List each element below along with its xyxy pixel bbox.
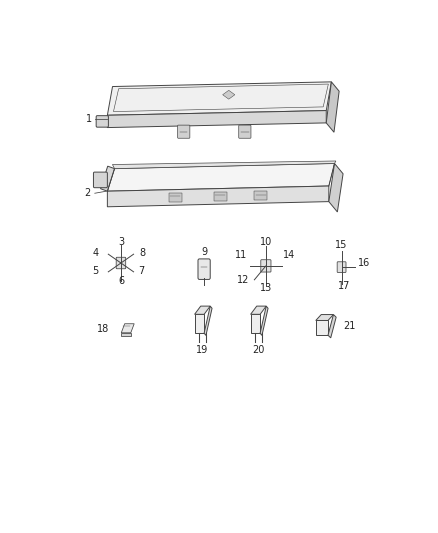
Polygon shape [107, 186, 329, 207]
Polygon shape [194, 306, 210, 314]
FancyBboxPatch shape [116, 257, 126, 269]
Text: 19: 19 [196, 345, 208, 354]
Bar [169, 193, 181, 202]
Text: 5: 5 [92, 266, 99, 276]
Text: 17: 17 [338, 281, 350, 292]
Bar [214, 192, 227, 201]
Text: 1: 1 [86, 114, 92, 124]
Polygon shape [113, 161, 336, 168]
Text: 9: 9 [201, 247, 207, 256]
Text: 18: 18 [97, 324, 110, 334]
Text: 14: 14 [283, 250, 295, 260]
Polygon shape [107, 164, 335, 191]
Text: 21: 21 [343, 321, 355, 332]
Polygon shape [251, 306, 266, 314]
Polygon shape [316, 320, 328, 335]
Text: 6: 6 [118, 277, 124, 286]
Polygon shape [121, 333, 131, 336]
Text: 10: 10 [260, 237, 272, 247]
FancyBboxPatch shape [178, 125, 190, 138]
FancyBboxPatch shape [337, 262, 346, 272]
Polygon shape [223, 90, 235, 99]
Polygon shape [204, 306, 212, 335]
Text: 7: 7 [138, 266, 145, 276]
Polygon shape [121, 324, 134, 333]
Polygon shape [329, 164, 343, 212]
Text: 12: 12 [237, 275, 250, 285]
Polygon shape [194, 314, 204, 333]
Text: 20: 20 [252, 345, 265, 354]
FancyBboxPatch shape [239, 125, 251, 138]
FancyBboxPatch shape [261, 260, 271, 272]
Text: 11: 11 [235, 250, 247, 260]
FancyBboxPatch shape [93, 172, 107, 188]
Polygon shape [326, 82, 339, 132]
Bar [254, 191, 267, 200]
Polygon shape [316, 314, 333, 320]
FancyBboxPatch shape [198, 259, 210, 279]
Text: 3: 3 [118, 238, 124, 247]
FancyBboxPatch shape [96, 116, 108, 127]
Polygon shape [328, 314, 336, 338]
Text: 4: 4 [92, 248, 99, 258]
Polygon shape [101, 166, 114, 191]
Polygon shape [107, 82, 332, 115]
Polygon shape [107, 110, 326, 127]
Text: 8: 8 [139, 248, 145, 258]
Text: 13: 13 [260, 283, 272, 293]
Polygon shape [251, 314, 260, 333]
Text: 15: 15 [336, 240, 348, 251]
Text: 16: 16 [357, 257, 370, 268]
Text: 2: 2 [84, 188, 90, 198]
Polygon shape [260, 306, 268, 335]
